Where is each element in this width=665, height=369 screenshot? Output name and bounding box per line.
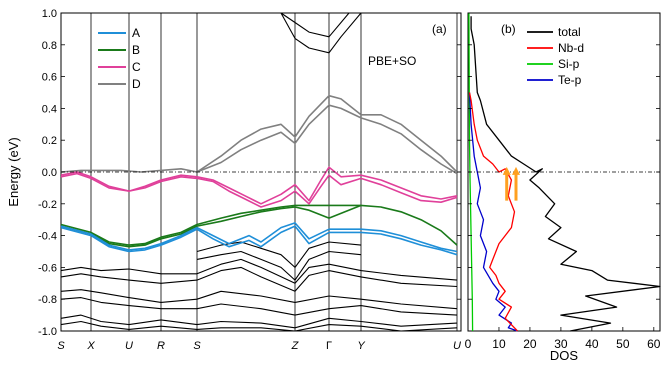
kpoint-label: Y (357, 340, 365, 352)
band-c (196, 174, 362, 208)
band-b (60, 223, 198, 246)
energy-tick-label: -0.6 (38, 262, 57, 274)
band-d (360, 117, 458, 175)
band-black (196, 250, 362, 281)
band-black (60, 289, 458, 310)
band-c (360, 177, 458, 203)
band-d (60, 168, 198, 173)
dos-tick-label: 50 (616, 337, 630, 351)
dos-axis-ticks: 0 10 20 30 40 50 60 (465, 327, 661, 351)
band-a (60, 226, 198, 253)
band-black (196, 241, 362, 268)
legend-label-c: C (132, 60, 141, 74)
dos-nb-d (468, 92, 518, 332)
dos-tick-label: 40 (585, 337, 599, 351)
band-d (196, 94, 362, 173)
band-a (196, 225, 361, 248)
dos-lines (468, 12, 661, 332)
method-annotation: PBE+SO (368, 54, 416, 68)
legend-label-d: D (132, 77, 141, 91)
energy-tick-label: 1.0 (42, 8, 57, 20)
band-black (60, 320, 458, 332)
kpoint-label: X (86, 340, 95, 352)
band-c (360, 174, 458, 200)
legend-label-b: B (132, 43, 140, 57)
energy-axis-ticks: -1.0 -0.8 -0.6 -0.4 -0.2 0.0 0.2 0.4 0.6 0.8 1.0 (38, 8, 461, 338)
energy-tick-label: -1.0 (38, 326, 57, 338)
kpoint-label: S (57, 340, 65, 352)
kpoint-label: R (157, 340, 165, 352)
band-c (196, 166, 362, 205)
kpoint-label: S (193, 340, 201, 352)
band-a (60, 225, 198, 251)
dos-tick-label: 60 (647, 337, 661, 351)
orange-arrow-head (502, 166, 511, 175)
energy-tick-label: 0.4 (42, 103, 57, 115)
dos-legend-label-te-p: Te-p (558, 73, 582, 87)
dos-te-p (468, 92, 518, 332)
band-lines (60, 12, 458, 332)
dos-tick-label: 0 (465, 337, 472, 351)
band-b (196, 204, 362, 227)
dos-legend-label-total: total (558, 25, 581, 39)
panel-a-label: (a) (432, 22, 447, 36)
dos-tick-label: 20 (523, 337, 537, 351)
energy-tick-label: -0.8 (38, 294, 57, 306)
panel-b-label: (b) (501, 22, 516, 36)
kpoint-label: U (125, 340, 133, 352)
band-a (196, 222, 361, 245)
energy-tick-label: 0.2 (42, 135, 57, 147)
band-black (60, 266, 458, 292)
legend-label-a: A (132, 26, 140, 40)
dos-total (470, 16, 661, 332)
band-d (361, 114, 458, 173)
dos-energy-ticks (468, 12, 660, 332)
energy-tick-label: -0.4 (38, 231, 57, 243)
kpoint-label: U (453, 340, 461, 352)
dos-tick-label: 10 (492, 337, 506, 351)
band-a (360, 228, 458, 253)
dos-legend: total Nb-d Si-p Te-p (527, 25, 584, 87)
band-structure-panel: -1.0 -0.8 -0.6 -0.4 -0.2 0.0 0.2 0.4 0.6 0.8 1.0 S… (6, 8, 462, 352)
orange-arrows (502, 166, 520, 201)
band-c (60, 172, 198, 192)
band-a (360, 231, 458, 256)
dos-axis-label: DOS (550, 348, 579, 363)
dos-legend-label-si-p: Si-p (558, 57, 580, 71)
dos-panel: 0 10 20 30 40 50 60 DOS (b) total Nb-d Si-p Te-p (465, 12, 661, 363)
orange-arrow-head (512, 166, 520, 175)
energy-tick-label: -0.2 (38, 199, 57, 211)
band-black (280, 12, 362, 54)
energy-tick-label: 0.0 (42, 167, 57, 179)
energy-tick-label: 0.6 (42, 72, 57, 84)
band-black (280, 12, 350, 38)
energy-tick-label: 0.8 (42, 40, 57, 52)
kpoint-label: Z (291, 340, 300, 352)
band-black (60, 258, 458, 284)
kpoint-label: Γ (326, 340, 332, 352)
dos-tick-label: 30 (554, 337, 568, 351)
band-b (360, 204, 458, 246)
energy-axis-label: Energy (eV) (6, 137, 21, 206)
band-black (60, 314, 458, 329)
band-b (196, 204, 361, 226)
band-black (60, 297, 458, 316)
band-d (196, 104, 362, 173)
dos-legend-label-nb-d: Nb-d (558, 41, 584, 55)
